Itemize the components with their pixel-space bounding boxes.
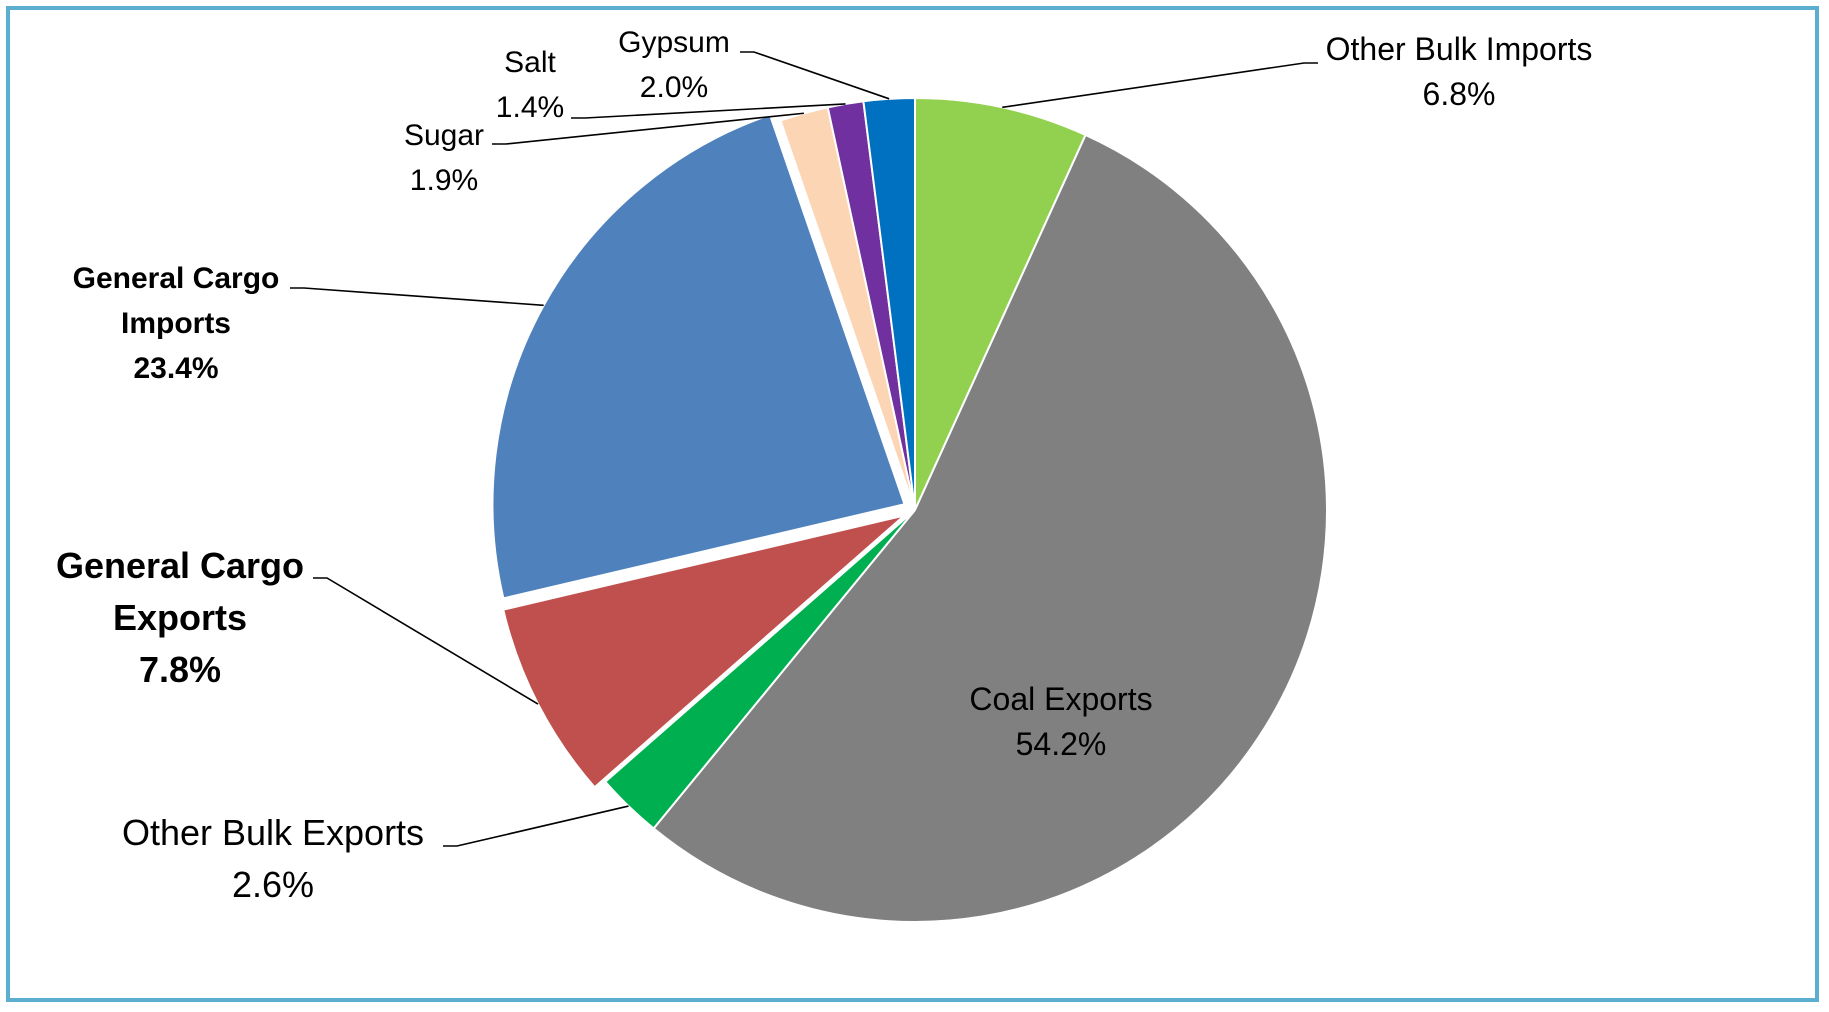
leader-other-bulk-exports: [443, 805, 629, 847]
value-gypsum: 2.0%: [640, 71, 708, 104]
slice-other-bulk-exports: [603, 509, 916, 830]
value-coal-exports: 54.2%: [1016, 726, 1107, 762]
label-coal-exports: Coal Exports: [969, 681, 1152, 717]
slice-general-cargo-imports: [491, 113, 906, 600]
value-general-cargo-exports: 7.8%: [139, 649, 221, 690]
leader-general-cargo-exports: [313, 577, 539, 705]
label-general-cargo-imports-line1: General Cargo Imports: [73, 262, 280, 340]
value-sugar: 1.9%: [410, 164, 478, 197]
value-general-cargo-imports: 23.4%: [133, 352, 218, 385]
leader-other-bulk-imports: [1002, 62, 1318, 109]
leader-sugar: [492, 112, 804, 145]
leader-general-cargo-imports: [290, 287, 544, 307]
leader-gypsum: [740, 51, 890, 100]
label-gypsum: Gypsum: [618, 26, 730, 59]
slice-coal-exports: [652, 133, 1329, 923]
label-other-bulk-exports: Other Bulk Exports: [122, 812, 424, 853]
value-other-bulk-imports: 6.8%: [1423, 76, 1496, 112]
leader-lines: [290, 51, 1318, 847]
pie-slices: [491, 96, 1329, 923]
slice-other-bulk-imports: [914, 96, 1087, 511]
value-salt: 1.4%: [496, 91, 564, 124]
label-salt: Salt: [504, 46, 556, 79]
value-other-bulk-exports: 2.6%: [232, 864, 314, 905]
label-sugar: Sugar: [404, 119, 484, 152]
leader-salt: [571, 103, 846, 119]
label-general-cargo-exports-line1: General Cargo Exports: [56, 545, 304, 638]
label-other-bulk-imports: Other Bulk Imports: [1326, 31, 1593, 67]
